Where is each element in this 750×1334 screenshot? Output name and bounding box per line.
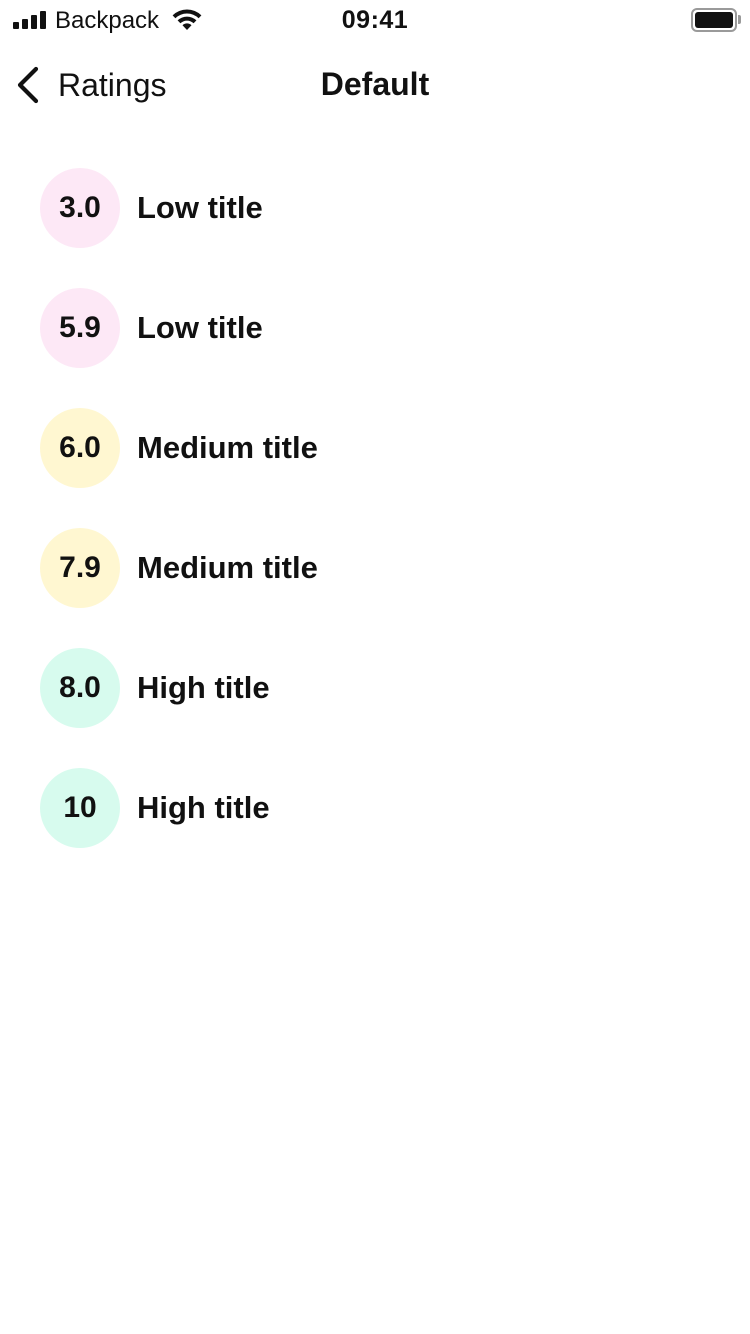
rating-badge: 5.9	[40, 288, 120, 368]
rating-title: Medium title	[137, 430, 318, 465]
rating-badge: 3.0	[40, 168, 120, 248]
back-button[interactable]: Ratings	[14, 62, 167, 108]
rating-title: Medium title	[137, 550, 318, 585]
navigation-bar: Ratings Default	[0, 50, 750, 120]
rating-row: 7.9 Medium title	[40, 528, 318, 608]
chevron-left-icon	[17, 66, 39, 104]
carrier-name: Backpack	[55, 7, 160, 34]
rating-row: 3.0 Low title	[40, 168, 263, 248]
rating-badge: 6.0	[40, 408, 120, 488]
rating-row: 5.9 Low title	[40, 288, 263, 368]
rating-row: 10 High title	[40, 768, 270, 848]
status-bar: Backpack 09:41	[0, 0, 750, 40]
battery-icon	[691, 8, 737, 32]
rating-title: Low title	[137, 310, 263, 345]
rating-row: 6.0 Medium title	[40, 408, 318, 488]
rating-title: Low title	[137, 190, 263, 225]
rating-badge: 8.0	[40, 648, 120, 728]
battery-tip	[738, 15, 741, 24]
rating-badge: 10	[40, 768, 120, 848]
status-time: 09:41	[341, 6, 409, 34]
rating-badge: 7.9	[40, 528, 120, 608]
wifi-icon	[172, 9, 202, 30]
rating-title: High title	[137, 670, 270, 705]
back-label: Ratings	[58, 67, 167, 103]
rating-title: High title	[137, 790, 270, 825]
rating-row: 8.0 High title	[40, 648, 270, 728]
signal-icon	[13, 11, 47, 29]
page-title: Default	[320, 66, 430, 102]
